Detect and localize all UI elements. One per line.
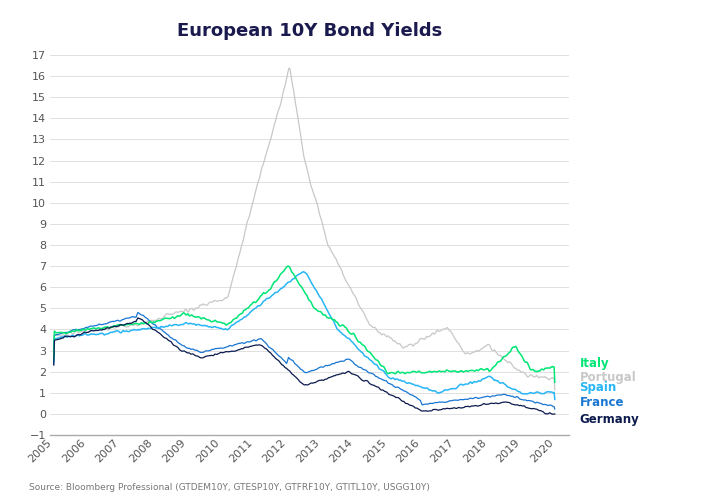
Text: Italy: Italy [580,356,609,370]
Text: Germany: Germany [580,412,639,426]
Text: France: France [580,396,624,409]
Text: Spain: Spain [580,381,617,394]
Text: European 10Y Bond Yields: European 10Y Bond Yields [177,22,442,40]
Text: Source: Bloomberg Professional (GTDEM10Y, GTESP10Y, GTFRF10Y, GTITL10Y, USGG10Y): Source: Bloomberg Professional (GTDEM10Y… [29,484,430,492]
Text: Portugal: Portugal [580,372,636,384]
